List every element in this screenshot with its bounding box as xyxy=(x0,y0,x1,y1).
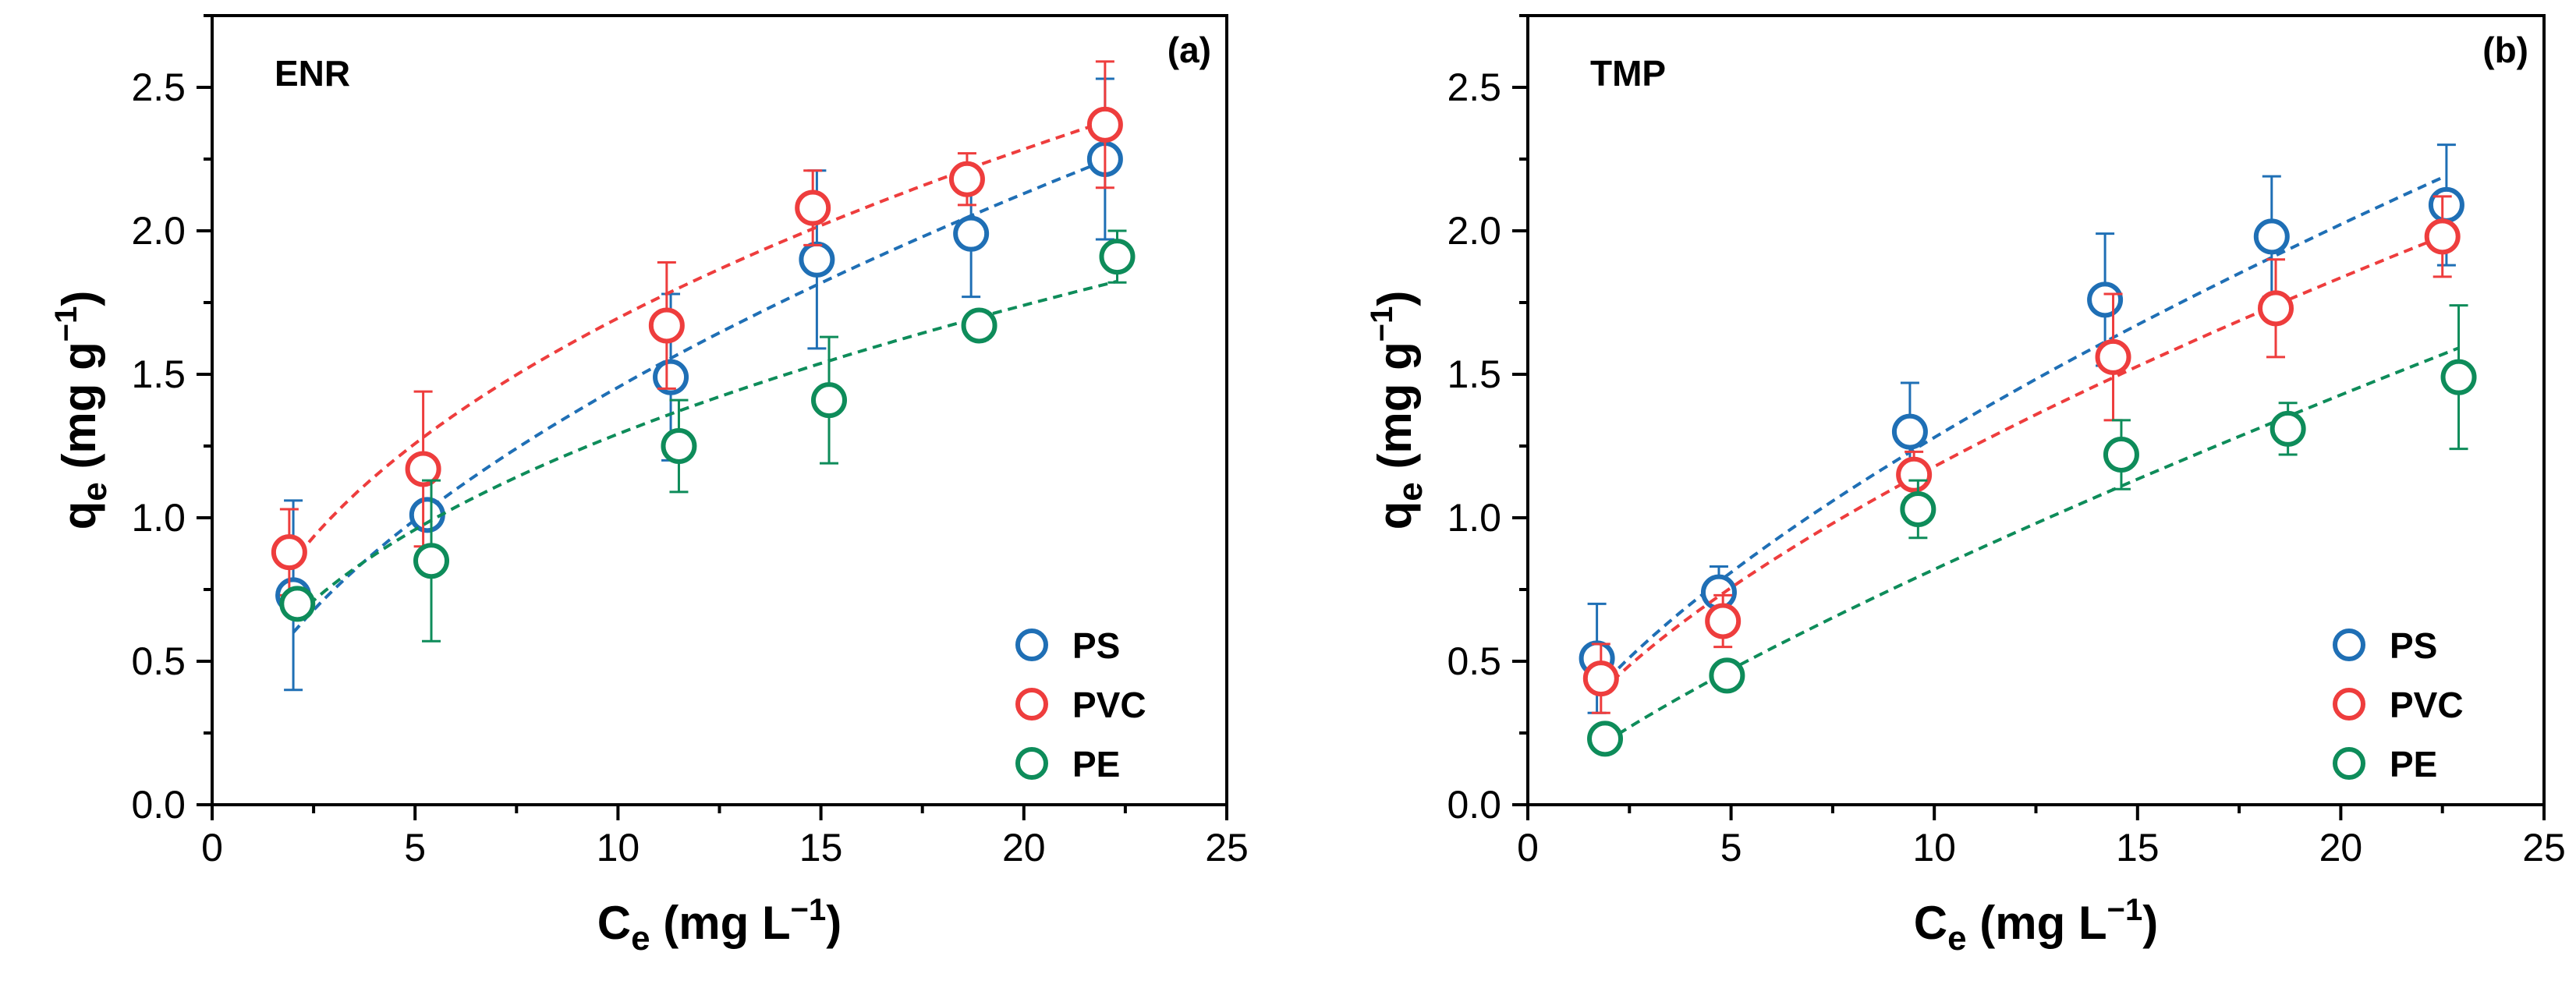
series-pe xyxy=(1587,304,2477,757)
x-tick-label: 25 xyxy=(1205,826,1249,869)
data-point xyxy=(1709,657,1745,694)
legend-marker xyxy=(2333,747,2365,780)
y-tick-label: 1.5 xyxy=(131,352,186,396)
series-pvc xyxy=(1582,195,2461,714)
data-point xyxy=(1705,603,1742,639)
legend-marker xyxy=(2333,629,2365,661)
data-point xyxy=(1086,106,1123,143)
panel-label: (a) xyxy=(1168,30,1211,70)
legend-marker xyxy=(1015,629,1048,661)
data-point xyxy=(799,241,835,278)
data-point xyxy=(795,189,831,226)
y-tick-label: 0.0 xyxy=(1447,783,1501,827)
data-point xyxy=(405,451,441,487)
y-tick-label: 2.5 xyxy=(1447,66,1501,109)
y-tick-label: 1.5 xyxy=(1447,352,1501,396)
fit-line-pvc xyxy=(288,120,1106,568)
y-tick-label: 2.0 xyxy=(1447,209,1501,253)
legend-label: PVC xyxy=(1072,685,1146,725)
data-point xyxy=(279,586,316,622)
y-tick-label: 0.5 xyxy=(131,639,186,683)
legend-marker xyxy=(1015,688,1048,721)
data-point xyxy=(1582,660,1619,697)
x-tick-label: 10 xyxy=(1912,826,1956,869)
data-point xyxy=(1099,239,1136,275)
legend-label: PE xyxy=(2390,744,2437,784)
data-point xyxy=(2095,338,2131,375)
y-tick-label: 2.0 xyxy=(131,209,186,253)
y-axis-label: qe (mg g−1) xyxy=(49,291,114,530)
data-point xyxy=(661,428,697,464)
data-point xyxy=(2440,359,2477,395)
legend-label: PS xyxy=(1072,625,1120,666)
chart-panel-b: 0 5 10 15 20 25 0.0 0.5 1.0 1.5 2.0 2.5 Ce (mg L−1) q… xyxy=(1365,14,2566,958)
data-point xyxy=(953,215,990,252)
data-point xyxy=(271,534,307,571)
x-tick-label: 15 xyxy=(2116,826,2160,869)
y-tick-label: 1.0 xyxy=(1447,496,1501,540)
x-tick-label: 20 xyxy=(1002,826,1046,869)
data-point xyxy=(2258,290,2294,327)
x-tick-label: 5 xyxy=(1720,826,1742,869)
x-axis-label: Ce (mg L−1) xyxy=(597,893,842,958)
data-point xyxy=(1700,574,1737,611)
fit-line-pe xyxy=(1603,346,2460,744)
x-tick-label: 5 xyxy=(404,826,426,869)
fit-line-ps xyxy=(1596,174,2447,692)
data-point xyxy=(653,359,689,395)
data-point xyxy=(413,543,450,579)
chart-panel-a: 0 5 10 15 20 25 0.0 0.5 1.0 1.5 2.0 2.5 Ce (mg L−1) q… xyxy=(49,14,1249,958)
x-tick-label: 0 xyxy=(1517,826,1539,869)
data-point xyxy=(2424,218,2461,255)
y-tick-label: 0.0 xyxy=(131,783,186,827)
series-ps xyxy=(275,77,1123,692)
y-axis-label: qe (mg g−1) xyxy=(1365,291,1430,530)
data-point xyxy=(2270,410,2306,447)
data-point xyxy=(1891,413,1928,450)
data-point xyxy=(2087,282,2124,318)
legend-label: PVC xyxy=(2390,685,2464,725)
panel-title: TMP xyxy=(1590,53,1666,94)
y-tick-label: 1.0 xyxy=(131,496,186,540)
data-point xyxy=(811,382,848,419)
y-tick-label: 2.5 xyxy=(131,66,186,109)
panel-label: (b) xyxy=(2482,30,2528,70)
series-pe xyxy=(279,229,1136,643)
x-tick-label: 20 xyxy=(2319,826,2363,869)
x-tick-label: 10 xyxy=(597,826,640,869)
data-point xyxy=(2428,186,2464,223)
legend: PS PVC PE xyxy=(2333,625,2464,784)
legend-label: PE xyxy=(1072,744,1120,784)
series-pvc xyxy=(271,60,1123,597)
legend: PS PVC PE xyxy=(1015,625,1146,784)
legend-marker xyxy=(1015,747,1048,780)
data-point xyxy=(961,307,997,344)
data-point xyxy=(948,161,985,197)
fit-line-pvc xyxy=(1600,235,2443,693)
x-tick-label: 15 xyxy=(799,826,843,869)
panel-title: ENR xyxy=(275,53,350,94)
data-point xyxy=(2253,218,2290,255)
y-tick-label: 0.5 xyxy=(1447,639,1501,683)
data-point xyxy=(1587,721,1624,757)
data-point xyxy=(2103,437,2139,473)
x-tick-label: 0 xyxy=(201,826,223,869)
legend-label: PS xyxy=(2390,625,2437,666)
data-point xyxy=(1900,490,1936,527)
data-point xyxy=(1896,456,1933,493)
data-point xyxy=(648,307,685,344)
x-axis-label: Ce (mg L−1) xyxy=(1914,893,2158,958)
x-tick-label: 25 xyxy=(2522,826,2566,869)
legend-marker xyxy=(2333,688,2365,721)
